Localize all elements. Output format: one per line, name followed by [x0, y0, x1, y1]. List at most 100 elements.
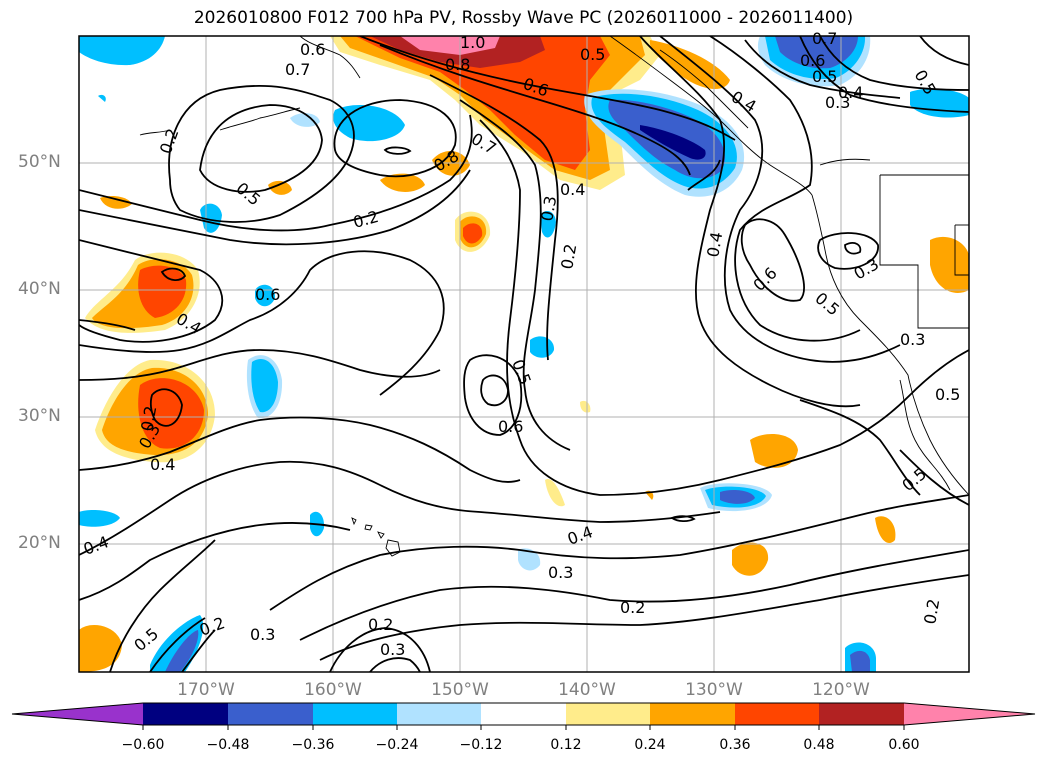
contour-label: 0.3: [900, 330, 925, 349]
contour-ne-2: [819, 36, 969, 91]
contour-label: 0.4: [838, 83, 863, 102]
contour-sw-2: [79, 460, 721, 556]
contour-south-5: [369, 657, 421, 672]
contour-label: 0.3: [548, 563, 573, 582]
colorbar-extend-high: [904, 703, 1035, 725]
colorbar-extend-low: [12, 703, 143, 725]
contour-label: 0.3: [380, 640, 405, 659]
contour-east-2: [899, 449, 969, 506]
colorbar-tick-label: 0.12: [550, 737, 582, 753]
contour-ridge-a: [639, 36, 861, 408]
shade-sw-blob: [79, 625, 122, 672]
lat-label: 40°N: [18, 279, 61, 299]
contour-south-1: [269, 494, 969, 611]
contour-jet-3: [429, 74, 559, 361]
contour-label: 0.4: [81, 532, 111, 559]
contour-label: 0.8: [445, 55, 470, 74]
contour-jet-2: [379, 44, 691, 176]
contour-label: 0.5: [898, 464, 930, 495]
contour-gulf-ring: [687, 159, 721, 191]
contour-label: 0.4: [728, 87, 760, 116]
contour-label: 1.0: [460, 33, 485, 52]
contour-ridge-b: [659, 36, 901, 363]
contour-west-5: [79, 349, 441, 381]
colorbar-tick-label: 0.24: [634, 737, 666, 753]
coastlines: [139, 36, 969, 496]
contour-ne-3: [744, 39, 901, 99]
contour-label: 0.5: [232, 179, 264, 210]
contour-closed-7: [149, 388, 183, 427]
colorbar-bin: [650, 703, 735, 725]
contour-ridge-c: [709, 36, 861, 342]
shade-jet-max: [400, 36, 500, 55]
colorbar-bin: [819, 703, 904, 725]
contour-label: 0.2: [557, 242, 580, 270]
lon-label: 150°W: [431, 680, 489, 700]
colorbar-tick-label: −0.48: [206, 737, 250, 753]
contour-label: 0.3: [851, 254, 883, 283]
colorbar-tick-label: 0.60: [888, 737, 920, 753]
lon-label: 170°W: [177, 680, 235, 700]
contour-sw-5: [149, 617, 206, 672]
lon-label: 120°W: [812, 680, 870, 700]
contour-nw-1: [168, 84, 355, 223]
contour-label: 0.5: [508, 357, 535, 387]
contour-label: 0.6: [498, 417, 523, 436]
contour-label: 0.2: [156, 126, 183, 156]
colorbar-tick-label: −0.12: [459, 737, 503, 753]
colorbar-bin: [735, 703, 819, 725]
contour-closed-8: [670, 515, 696, 523]
contour-label: 0.3: [537, 194, 560, 222]
colorbar-bin: [313, 703, 397, 725]
contour-ne-1: [799, 36, 969, 113]
contour-closed-6: [160, 267, 187, 281]
contour-sw-4: [109, 539, 216, 672]
colorbar-bin: [143, 703, 228, 725]
contour-closed-2: [817, 232, 879, 270]
contour-label: 0.3: [250, 625, 275, 644]
contour-label: 0.5: [811, 289, 843, 320]
contour-jet-4: [459, 99, 571, 451]
contour-sw-1: [79, 416, 521, 483]
contour-west-3: [79, 239, 224, 343]
colorbar-bin: [397, 703, 481, 725]
lon-label: 140°W: [558, 680, 616, 700]
positive-shading: [79, 36, 969, 672]
contour-label: 0.2: [368, 615, 393, 634]
contour-label: 0.2: [197, 613, 227, 640]
contour-label: 0.5: [812, 67, 837, 86]
lat-label: 20°N: [18, 533, 61, 553]
contour-label: 0.2: [351, 207, 381, 232]
contour-label: 0.2: [920, 597, 943, 625]
contour-nw-2: [199, 104, 323, 193]
pv-contours: [79, 36, 969, 672]
contour-east-3: [799, 399, 921, 496]
contour-label: 0.3: [825, 93, 850, 112]
contour-closed-5: [463, 354, 523, 436]
lat-label: 50°N: [18, 152, 61, 172]
lat-label: 30°N: [18, 406, 61, 426]
contour-nw-3: [333, 99, 457, 178]
contour-label: 0.2: [137, 404, 160, 432]
contour-west-1: [79, 114, 473, 232]
contour-jet-5: [479, 119, 721, 496]
chart-title: 2026010800 F012 700 hPa PV, Rossby Wave …: [193, 8, 854, 28]
contour-label: 0.4: [703, 230, 726, 258]
shade-alaska-blob: [649, 40, 730, 90]
colorbar-tick-label: −0.60: [121, 737, 165, 753]
contour-jet-1: [359, 36, 736, 141]
contour-south-4: [329, 627, 431, 672]
contour-sw-3: [79, 522, 351, 601]
colorbar-tick-label: 0.48: [803, 737, 835, 753]
colorbar-bin: [228, 703, 313, 725]
colorbar-tick-label: −0.36: [291, 737, 335, 753]
contour-sw-6: [181, 629, 216, 672]
hawaiian-islands: [351, 517, 401, 557]
contour-label: 0.6: [800, 51, 825, 70]
contour-west-4: [79, 250, 445, 396]
contour-label: 0.5: [580, 45, 605, 64]
contour-label: 0.4: [565, 522, 595, 549]
contour-label: 0.4: [150, 455, 175, 474]
contour-label: 0.2: [620, 598, 645, 617]
